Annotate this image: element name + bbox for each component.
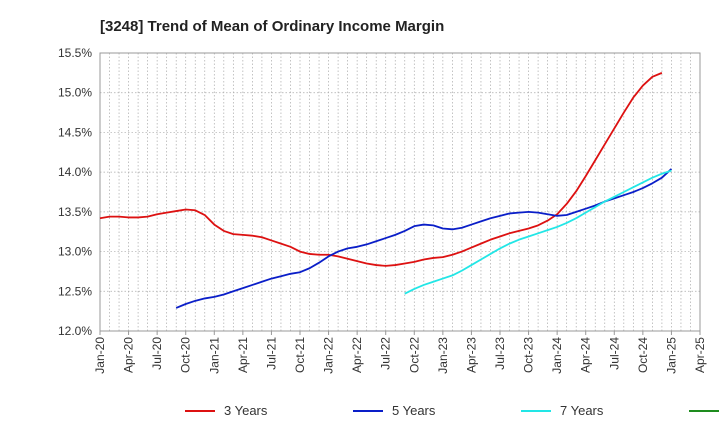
x-tick-label: Jul-20 xyxy=(150,337,164,370)
x-tick-label: Apr-24 xyxy=(579,337,593,373)
x-tick-label: Jan-20 xyxy=(93,337,107,374)
x-tick-label: Jan-24 xyxy=(550,337,564,374)
x-tick-label: Oct-21 xyxy=(293,337,307,373)
grid xyxy=(100,53,700,331)
x-tick-label: Apr-23 xyxy=(464,337,478,373)
y-tick-label: 14.0% xyxy=(58,165,92,179)
series-line-3-years xyxy=(99,72,663,267)
legend-label: 7 Years xyxy=(560,403,604,418)
y-axis-ticks: 12.0% 12.5% 13.0% 13.5% 14.0% 14.5% 15.0% 15.5% xyxy=(58,46,92,338)
x-tick-label: Jul-23 xyxy=(493,337,507,370)
series-line-5-years xyxy=(175,168,673,309)
x-tick-label: Jan-22 xyxy=(322,337,336,374)
x-tick-label: Jan-25 xyxy=(664,337,678,374)
y-tick-label: 12.0% xyxy=(58,324,92,338)
legend-label: 5 Years xyxy=(392,403,436,418)
x-tick-label: Oct-23 xyxy=(522,337,536,373)
x-tick-label: Jul-21 xyxy=(264,337,278,370)
y-tick-label: 12.5% xyxy=(58,284,92,298)
series-line-7-years xyxy=(404,169,672,295)
y-tick-label: 13.5% xyxy=(58,205,92,219)
chart-title: [3248] Trend of Mean of Ordinary Income … xyxy=(100,18,444,35)
x-tick-label: Jul-22 xyxy=(379,337,393,370)
x-tick-label: Oct-20 xyxy=(179,337,193,373)
x-tick-label: Jan-23 xyxy=(436,337,450,374)
x-tick-label: Apr-21 xyxy=(236,337,250,373)
x-axis-ticks: Jan-20 Apr-20 Jul-20 Oct-20 Jan-21 Apr-21 Jul-… xyxy=(93,331,707,374)
x-tick-label: Oct-24 xyxy=(636,337,650,373)
x-tick-label: Oct-22 xyxy=(407,337,421,373)
x-tick-label: Jan-21 xyxy=(207,337,221,374)
plot-area xyxy=(99,52,701,332)
y-tick-label: 14.5% xyxy=(58,125,92,139)
x-tick-label: Apr-22 xyxy=(350,337,364,373)
x-tick-label: Jul-24 xyxy=(607,337,621,370)
x-tick-label: Apr-20 xyxy=(122,337,136,373)
x-tick-label: Apr-25 xyxy=(693,337,707,373)
y-tick-label: 13.0% xyxy=(58,245,92,259)
y-tick-label: 15.5% xyxy=(58,46,92,60)
series-lines xyxy=(99,72,673,309)
legend-label: 3 Years xyxy=(224,403,268,418)
y-tick-label: 15.0% xyxy=(58,86,92,100)
